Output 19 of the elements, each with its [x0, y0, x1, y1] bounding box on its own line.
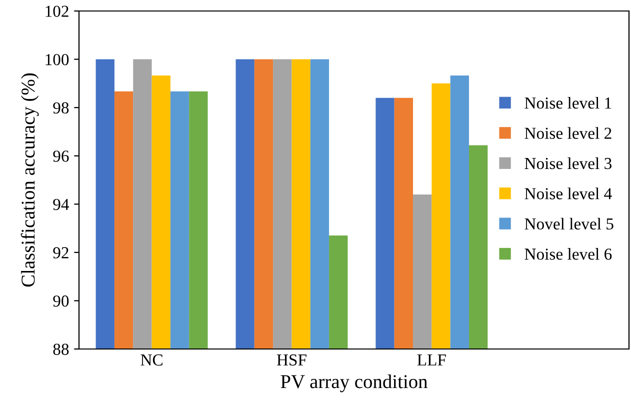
y-axis-title: Classification accuracy (%) [20, 73, 39, 287]
x-tick-label: HSF [276, 354, 306, 366]
y-tick-label: 88 [53, 344, 69, 355]
legend-label: Noise level 1 [524, 96, 612, 109]
y-tick-label: 98 [53, 102, 69, 114]
y-tick-label: 102 [46, 6, 68, 17]
x-tick-label: NC [140, 354, 162, 366]
y-tick-label: 96 [53, 150, 69, 162]
legend-label: Novel level 5 [524, 218, 614, 230]
y-tick-label: 92 [53, 247, 68, 258]
y-tick-label: 90 [53, 295, 69, 307]
legend-label: Noise level 2 [524, 127, 612, 139]
y-tick-label: 94 [53, 198, 70, 210]
legend-label: Noise level 3 [524, 157, 612, 170]
y-tick-label: 100 [46, 54, 69, 66]
x-axis-title: PV array condition [280, 374, 428, 392]
legend-label: Noise level 4 [524, 188, 612, 200]
x-tick-label: LLF [417, 354, 446, 366]
legend-label: Noise level 6 [524, 248, 612, 260]
